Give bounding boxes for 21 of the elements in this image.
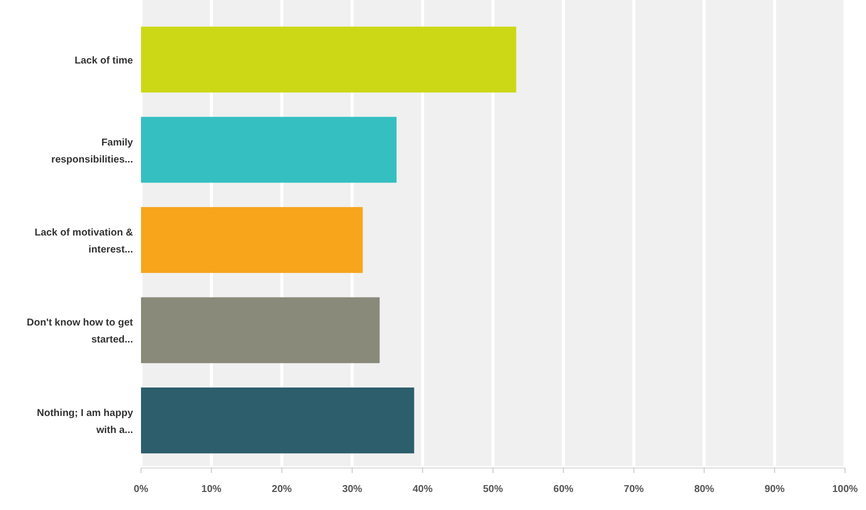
y-tick-label: Nothing; I am happy with a... bbox=[36, 408, 134, 436]
x-tick-label: 30% bbox=[342, 484, 362, 495]
x-tick-label: 10% bbox=[201, 484, 222, 495]
x-tick-label: 20% bbox=[272, 484, 292, 495]
bar bbox=[141, 26, 516, 92]
y-tick-label: Lack of time bbox=[74, 56, 134, 67]
x-tick-label: 50% bbox=[482, 484, 504, 495]
x-tick-label: 0% bbox=[134, 484, 148, 495]
x-tick-label: 100% bbox=[832, 484, 858, 495]
x-tick-label: 60% bbox=[553, 484, 574, 495]
x-tick-label: 80% bbox=[694, 484, 714, 495]
y-tick-label: Family responsibilities... bbox=[51, 137, 134, 166]
bar bbox=[141, 207, 363, 273]
y-tick-label: Don't know how to get started... bbox=[26, 318, 134, 346]
bar bbox=[141, 388, 414, 454]
x-tick-label: 70% bbox=[624, 484, 644, 495]
x-tick-label: 90% bbox=[764, 484, 785, 495]
bar bbox=[141, 116, 397, 183]
x-tick-label: 40% bbox=[412, 484, 433, 495]
bar bbox=[141, 297, 380, 364]
y-tick-label: Lack of motivation & interest... bbox=[34, 228, 134, 256]
